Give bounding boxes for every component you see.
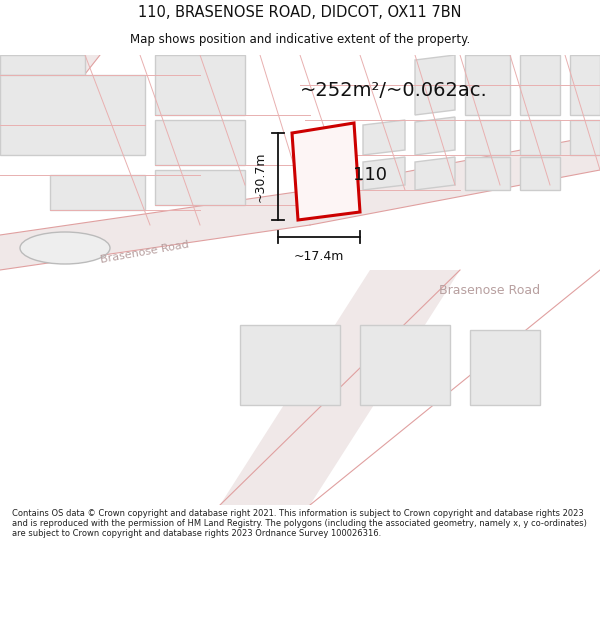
Polygon shape (240, 325, 340, 405)
Polygon shape (360, 325, 450, 405)
Polygon shape (50, 175, 145, 210)
Polygon shape (363, 120, 405, 155)
Polygon shape (0, 190, 310, 270)
Text: Brasenose Road: Brasenose Road (100, 239, 190, 265)
Text: Contains OS data © Crown copyright and database right 2021. This information is : Contains OS data © Crown copyright and d… (12, 509, 587, 538)
Polygon shape (310, 135, 600, 225)
Polygon shape (520, 157, 560, 190)
Polygon shape (220, 270, 460, 505)
Ellipse shape (20, 232, 110, 264)
Polygon shape (415, 117, 455, 155)
Polygon shape (0, 55, 85, 75)
Polygon shape (415, 55, 455, 115)
Polygon shape (155, 120, 245, 165)
Text: ~252m²/~0.062ac.: ~252m²/~0.062ac. (300, 81, 488, 99)
Polygon shape (292, 123, 360, 220)
Polygon shape (570, 55, 600, 115)
Polygon shape (155, 55, 245, 115)
Text: ~30.7m: ~30.7m (254, 151, 266, 202)
Polygon shape (520, 55, 560, 115)
Text: Map shows position and indicative extent of the property.: Map shows position and indicative extent… (130, 33, 470, 46)
Polygon shape (465, 120, 510, 155)
Polygon shape (570, 120, 600, 155)
Polygon shape (415, 157, 455, 190)
Polygon shape (0, 75, 145, 155)
Polygon shape (520, 120, 560, 155)
Text: Brasenose Road: Brasenose Road (439, 284, 541, 296)
Polygon shape (0, 55, 100, 125)
Text: 110: 110 (353, 166, 387, 184)
Polygon shape (155, 170, 245, 205)
Text: ~17.4m: ~17.4m (294, 251, 344, 264)
Polygon shape (470, 330, 540, 405)
Polygon shape (465, 55, 510, 115)
Polygon shape (363, 157, 405, 190)
Text: 110, BRASENOSE ROAD, DIDCOT, OX11 7BN: 110, BRASENOSE ROAD, DIDCOT, OX11 7BN (138, 4, 462, 19)
Polygon shape (465, 157, 510, 190)
